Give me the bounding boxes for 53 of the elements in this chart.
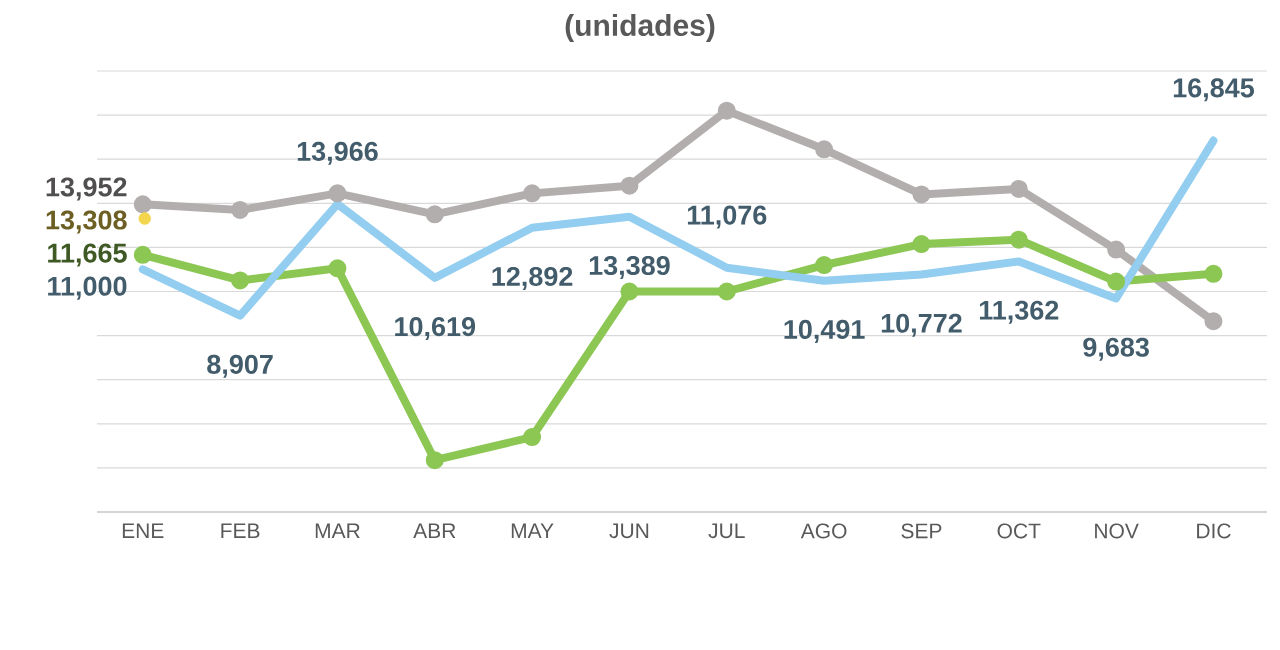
x-tick-label: ENE: [122, 523, 164, 538]
point: [1107, 240, 1126, 259]
point: [815, 256, 834, 275]
point: [717, 101, 736, 120]
point: [425, 205, 444, 224]
point: [1204, 264, 1223, 283]
point: [1009, 230, 1028, 249]
x-tick-label: JUL: [708, 523, 745, 539]
data-label: 8,907: [207, 354, 273, 378]
data-label: 9,683: [1083, 337, 1149, 361]
data-label: 13,308: [46, 210, 127, 234]
point: [912, 235, 931, 254]
point: [912, 185, 931, 204]
data-label: 10,619: [395, 317, 476, 341]
x-tick-label: DIC: [1197, 523, 1231, 539]
x-tick-label: JUN: [609, 523, 649, 539]
data-label: 10,491: [784, 319, 865, 343]
point: [133, 245, 152, 264]
point: [523, 184, 542, 203]
x-tick-label: AGO: [800, 523, 847, 539]
data-label: 13,952: [46, 177, 127, 201]
point: [1009, 179, 1028, 198]
x-tick-label: MAR: [315, 523, 360, 538]
data-label: 11,362: [979, 300, 1059, 324]
x-tick-label: ABR: [413, 523, 456, 538]
data-label: 12,892: [492, 266, 573, 290]
point: [328, 259, 347, 278]
x-tick-label: FEB: [221, 523, 260, 538]
data-label: 11,665: [48, 243, 127, 267]
data-label: 16,845: [1173, 78, 1254, 102]
data-label: 13,389: [589, 255, 670, 279]
point: [231, 200, 250, 219]
data-label: 11,076: [687, 205, 767, 229]
point: [523, 428, 542, 447]
x-tick-label: MAY: [511, 523, 554, 538]
chart-title: (unidades): [565, 14, 715, 42]
x-tick-label: OCT: [997, 523, 1041, 539]
point: [620, 176, 639, 195]
point: [328, 184, 347, 203]
data-label: 11,000: [48, 276, 127, 300]
point: [425, 451, 444, 470]
point: [231, 271, 250, 290]
x-tick-label: SEP: [901, 523, 942, 539]
data-label: 10,772: [881, 313, 962, 337]
point: [717, 282, 736, 301]
data-label: 13,966: [297, 141, 378, 165]
point: [620, 282, 639, 301]
point: [815, 140, 834, 159]
point: [1204, 312, 1223, 331]
point: [1107, 272, 1126, 291]
point: [138, 212, 151, 225]
point: [133, 195, 152, 214]
x-tick-label: NOV: [1095, 523, 1139, 539]
